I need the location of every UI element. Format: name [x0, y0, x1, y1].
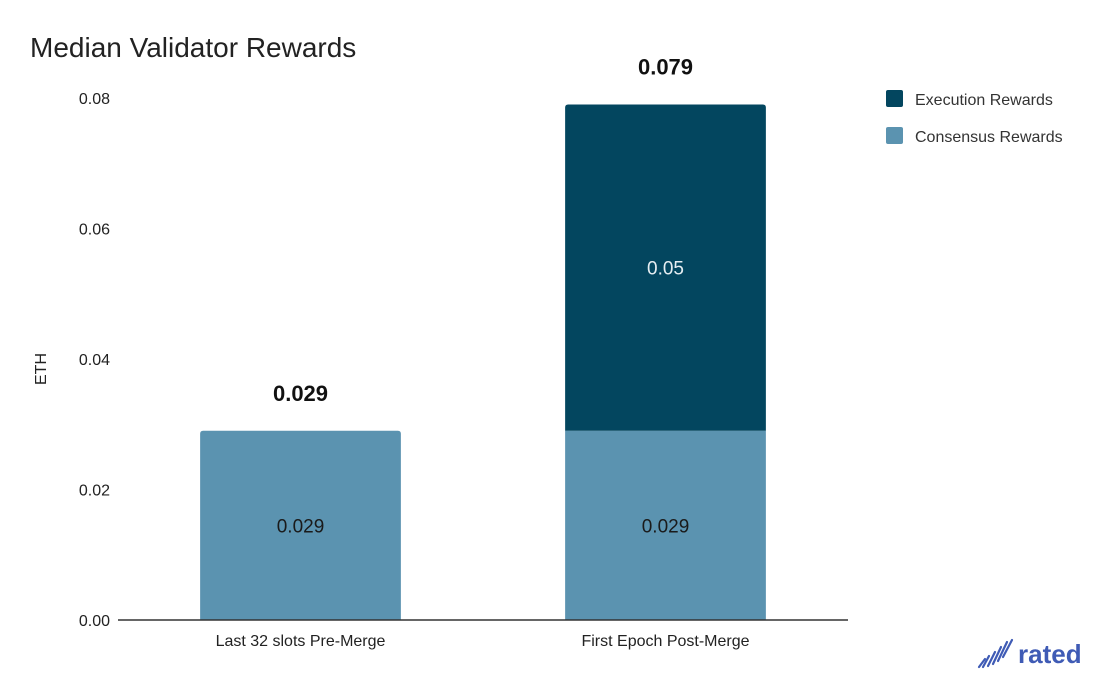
legend-label: Execution Rewards	[915, 92, 1053, 109]
bar-segment-consensus-rewards	[565, 430, 766, 620]
bar-total-label: 0.029	[273, 381, 328, 406]
y-axis-label: ETH	[33, 353, 50, 385]
bar-total-label: 0.079	[638, 55, 693, 80]
bar-data-label: 0.029	[642, 516, 690, 537]
x-tick-label: First Epoch Post-Merge	[581, 633, 749, 650]
bar-data-label: 0.05	[647, 259, 684, 280]
bar-segment-execution-rewards	[565, 104, 766, 431]
rated-logo-icon	[977, 638, 1014, 669]
rated-logo: rated	[976, 634, 1082, 674]
y-tick-label: 0.06	[79, 222, 110, 239]
y-tick-label: 0.02	[79, 483, 110, 500]
y-tick-label: 0.00	[79, 613, 110, 630]
legend-swatch	[886, 90, 903, 107]
x-axis-ticks: Last 32 slots Pre-Merge First Epoch Post-…	[216, 633, 750, 650]
legend-label: Consensus Rewards	[915, 129, 1063, 146]
rated-logo-text: rated	[1018, 638, 1082, 669]
x-tick-label: Last 32 slots Pre-Merge	[216, 633, 386, 650]
y-tick-label: 0.08	[79, 91, 110, 108]
bar-segment-consensus-rewards	[200, 430, 401, 620]
bars: 0.029 0.029 0.029 0.05 0.079	[200, 55, 766, 620]
chart-title: Median Validator Rewards	[30, 32, 356, 63]
legend: Execution Rewards Consensus Rewards	[886, 90, 1063, 146]
y-tick-label: 0.04	[79, 352, 110, 369]
y-axis-ticks: 0.00 0.02 0.04 0.06 0.08	[79, 91, 110, 630]
bar-data-label: 0.029	[277, 516, 325, 537]
legend-swatch	[886, 127, 903, 144]
